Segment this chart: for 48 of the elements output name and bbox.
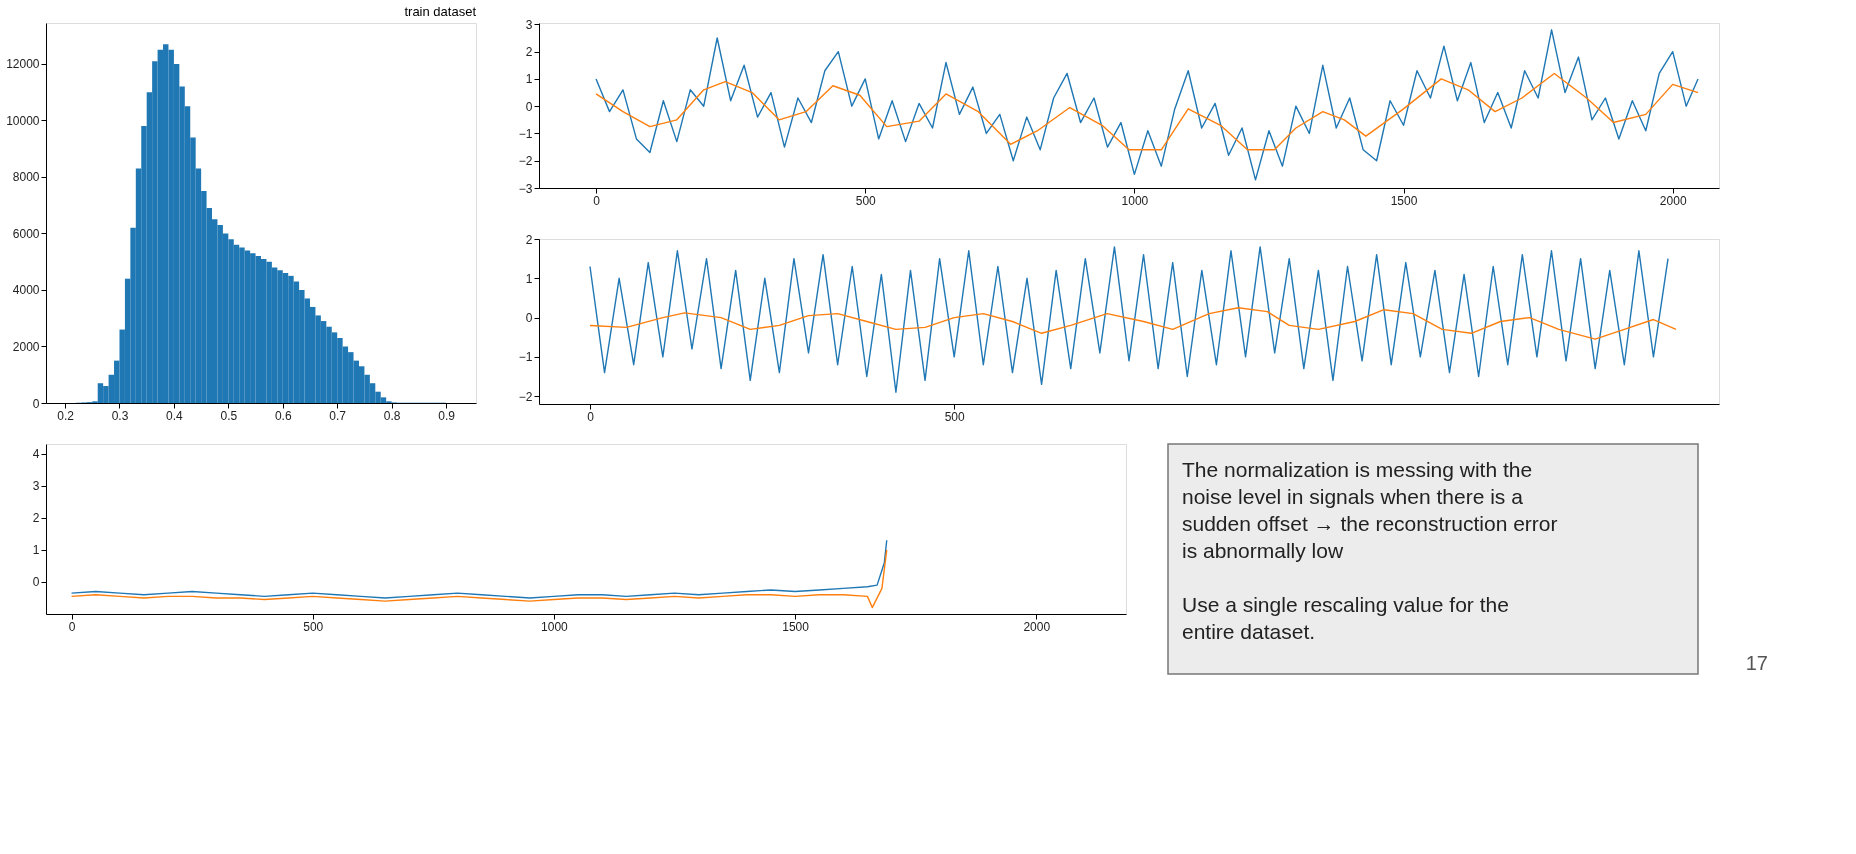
text: 17 bbox=[1745, 652, 1768, 674]
x-tick-label: 0.8 bbox=[383, 408, 401, 423]
y-tick-label: 0 bbox=[32, 396, 40, 411]
x-tick-label: 0 bbox=[593, 193, 601, 208]
x-tick-label: 1500 bbox=[1390, 193, 1418, 208]
x-tick-label: 500 bbox=[303, 619, 324, 634]
y-tick-label: 2 bbox=[525, 45, 533, 60]
x-tick-label: 0.5 bbox=[220, 408, 238, 423]
x-tick-label: 0.7 bbox=[329, 408, 347, 423]
y-tick-label: −1 bbox=[518, 126, 533, 141]
y-tick-label: 2 bbox=[32, 511, 40, 526]
x-tick-label: 0.2 bbox=[57, 408, 75, 423]
x-tick-label: 0.3 bbox=[111, 408, 129, 423]
y-tick-label: −3 bbox=[518, 181, 533, 196]
x-tick-label: 2000 bbox=[1659, 193, 1687, 208]
x-tick-label: 2000 bbox=[1023, 619, 1051, 634]
text: Use a single rescaling value for the entire dataset. bbox=[1182, 593, 1509, 643]
x-tick-label: 500 bbox=[944, 409, 966, 424]
x-tick-label: 0.4 bbox=[166, 408, 184, 423]
y-tick-label: 2 bbox=[525, 232, 533, 247]
y-tick-label: 3 bbox=[32, 479, 40, 494]
x-tick-label: 1000 bbox=[541, 619, 569, 634]
y-tick-label: 4000 bbox=[12, 283, 40, 298]
y-tick-label: −2 bbox=[518, 389, 533, 404]
y-tick-label: −1 bbox=[518, 350, 533, 365]
y-tick-label: 6000 bbox=[12, 226, 40, 241]
chart-title: train dataset bbox=[404, 4, 477, 19]
y-tick-label: 0 bbox=[525, 99, 533, 114]
x-tick-label: 500 bbox=[855, 193, 877, 208]
x-tick-label: 0.9 bbox=[438, 408, 456, 423]
y-tick-label: −2 bbox=[518, 154, 533, 169]
y-tick-label: 1 bbox=[32, 543, 40, 558]
x-tick-label: 1500 bbox=[782, 619, 810, 634]
y-tick-label: 1 bbox=[525, 72, 533, 87]
y-tick-label: 0 bbox=[32, 575, 40, 590]
text: The normalization is messing with the noise level in signals when there is a sudden offset → the reconstruction error is abnormally low bbox=[1182, 458, 1558, 562]
y-tick-label: 1 bbox=[525, 271, 533, 286]
y-tick-label: 0 bbox=[525, 311, 533, 326]
y-tick-label: 3 bbox=[525, 17, 533, 32]
x-tick-label: 0 bbox=[587, 409, 595, 424]
y-tick-label: 8000 bbox=[12, 170, 40, 185]
y-tick-label: 12000 bbox=[6, 57, 40, 72]
x-tick-label: 0.6 bbox=[274, 408, 292, 423]
y-tick-label: 10000 bbox=[6, 113, 40, 128]
x-tick-label: 1000 bbox=[1121, 193, 1149, 208]
x-tick-label: 0 bbox=[68, 619, 76, 634]
y-tick-label: 4 bbox=[32, 447, 40, 462]
y-tick-label: 2000 bbox=[12, 339, 40, 354]
